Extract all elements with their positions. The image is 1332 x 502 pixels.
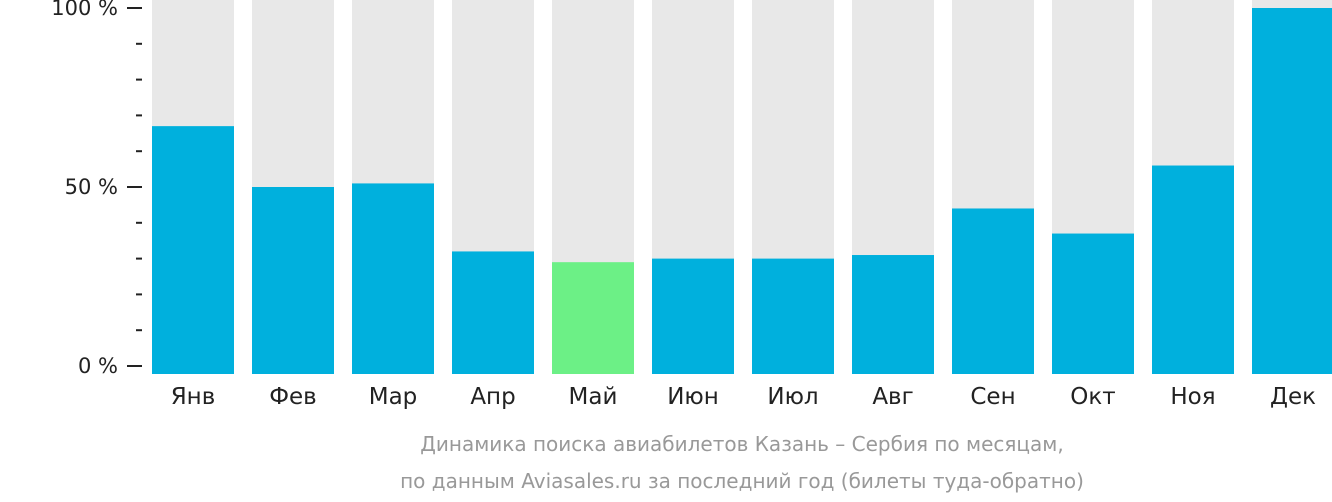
y-tick-label: 50 % [65,175,118,199]
bar-3 [352,183,434,374]
x-tick-label: Апр [470,384,515,410]
x-tick-label: Авг [872,384,913,410]
bar-6 [652,258,734,374]
bar-2 [252,187,334,374]
x-tick-label: Окт [1070,384,1115,410]
x-tick-label: Ноя [1170,384,1215,410]
bar-4 [452,251,534,374]
chart-caption-line-1: Динамика поиска авиабилетов Казань – Сер… [420,432,1064,456]
x-tick-label: Дек [1270,384,1316,410]
x-tick-label: Мар [369,384,418,410]
bar-11 [1152,165,1234,374]
x-tick-label: Сен [970,384,1015,410]
bar-12 [1252,8,1332,374]
bar-1 [152,126,234,374]
chart-caption-line-2: по данным Aviasales.ru за последний год … [400,469,1084,493]
bars-group [152,0,1332,374]
x-tick-label: Июн [667,384,719,410]
bar-5 [552,262,634,374]
x-tick-label: Янв [171,384,216,410]
bar-7 [752,258,834,374]
bar-10 [1052,233,1134,374]
y-tick-label: 100 % [51,0,118,20]
y-axis: 0 % 50 % 100 % [51,0,142,378]
x-axis: Янв Фев Мар Апр Май Июн Июл Авг Сен Окт Ноя Дек [171,384,1316,410]
bar-8 [852,255,934,374]
x-tick-label: Фев [269,384,317,410]
x-tick-label: Июл [767,384,818,410]
x-tick-label: Май [569,384,618,410]
bar-9 [952,208,1034,374]
y-tick-label: 0 % [78,354,118,378]
